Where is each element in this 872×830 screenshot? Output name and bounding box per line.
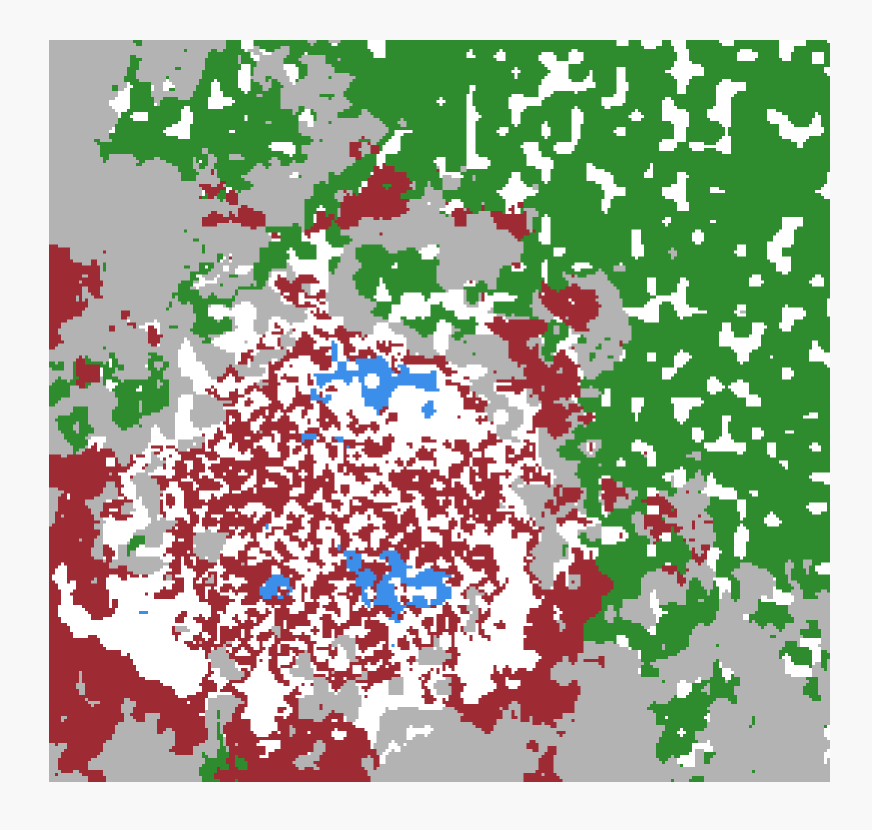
land-cover-raster-map bbox=[49, 40, 830, 782]
